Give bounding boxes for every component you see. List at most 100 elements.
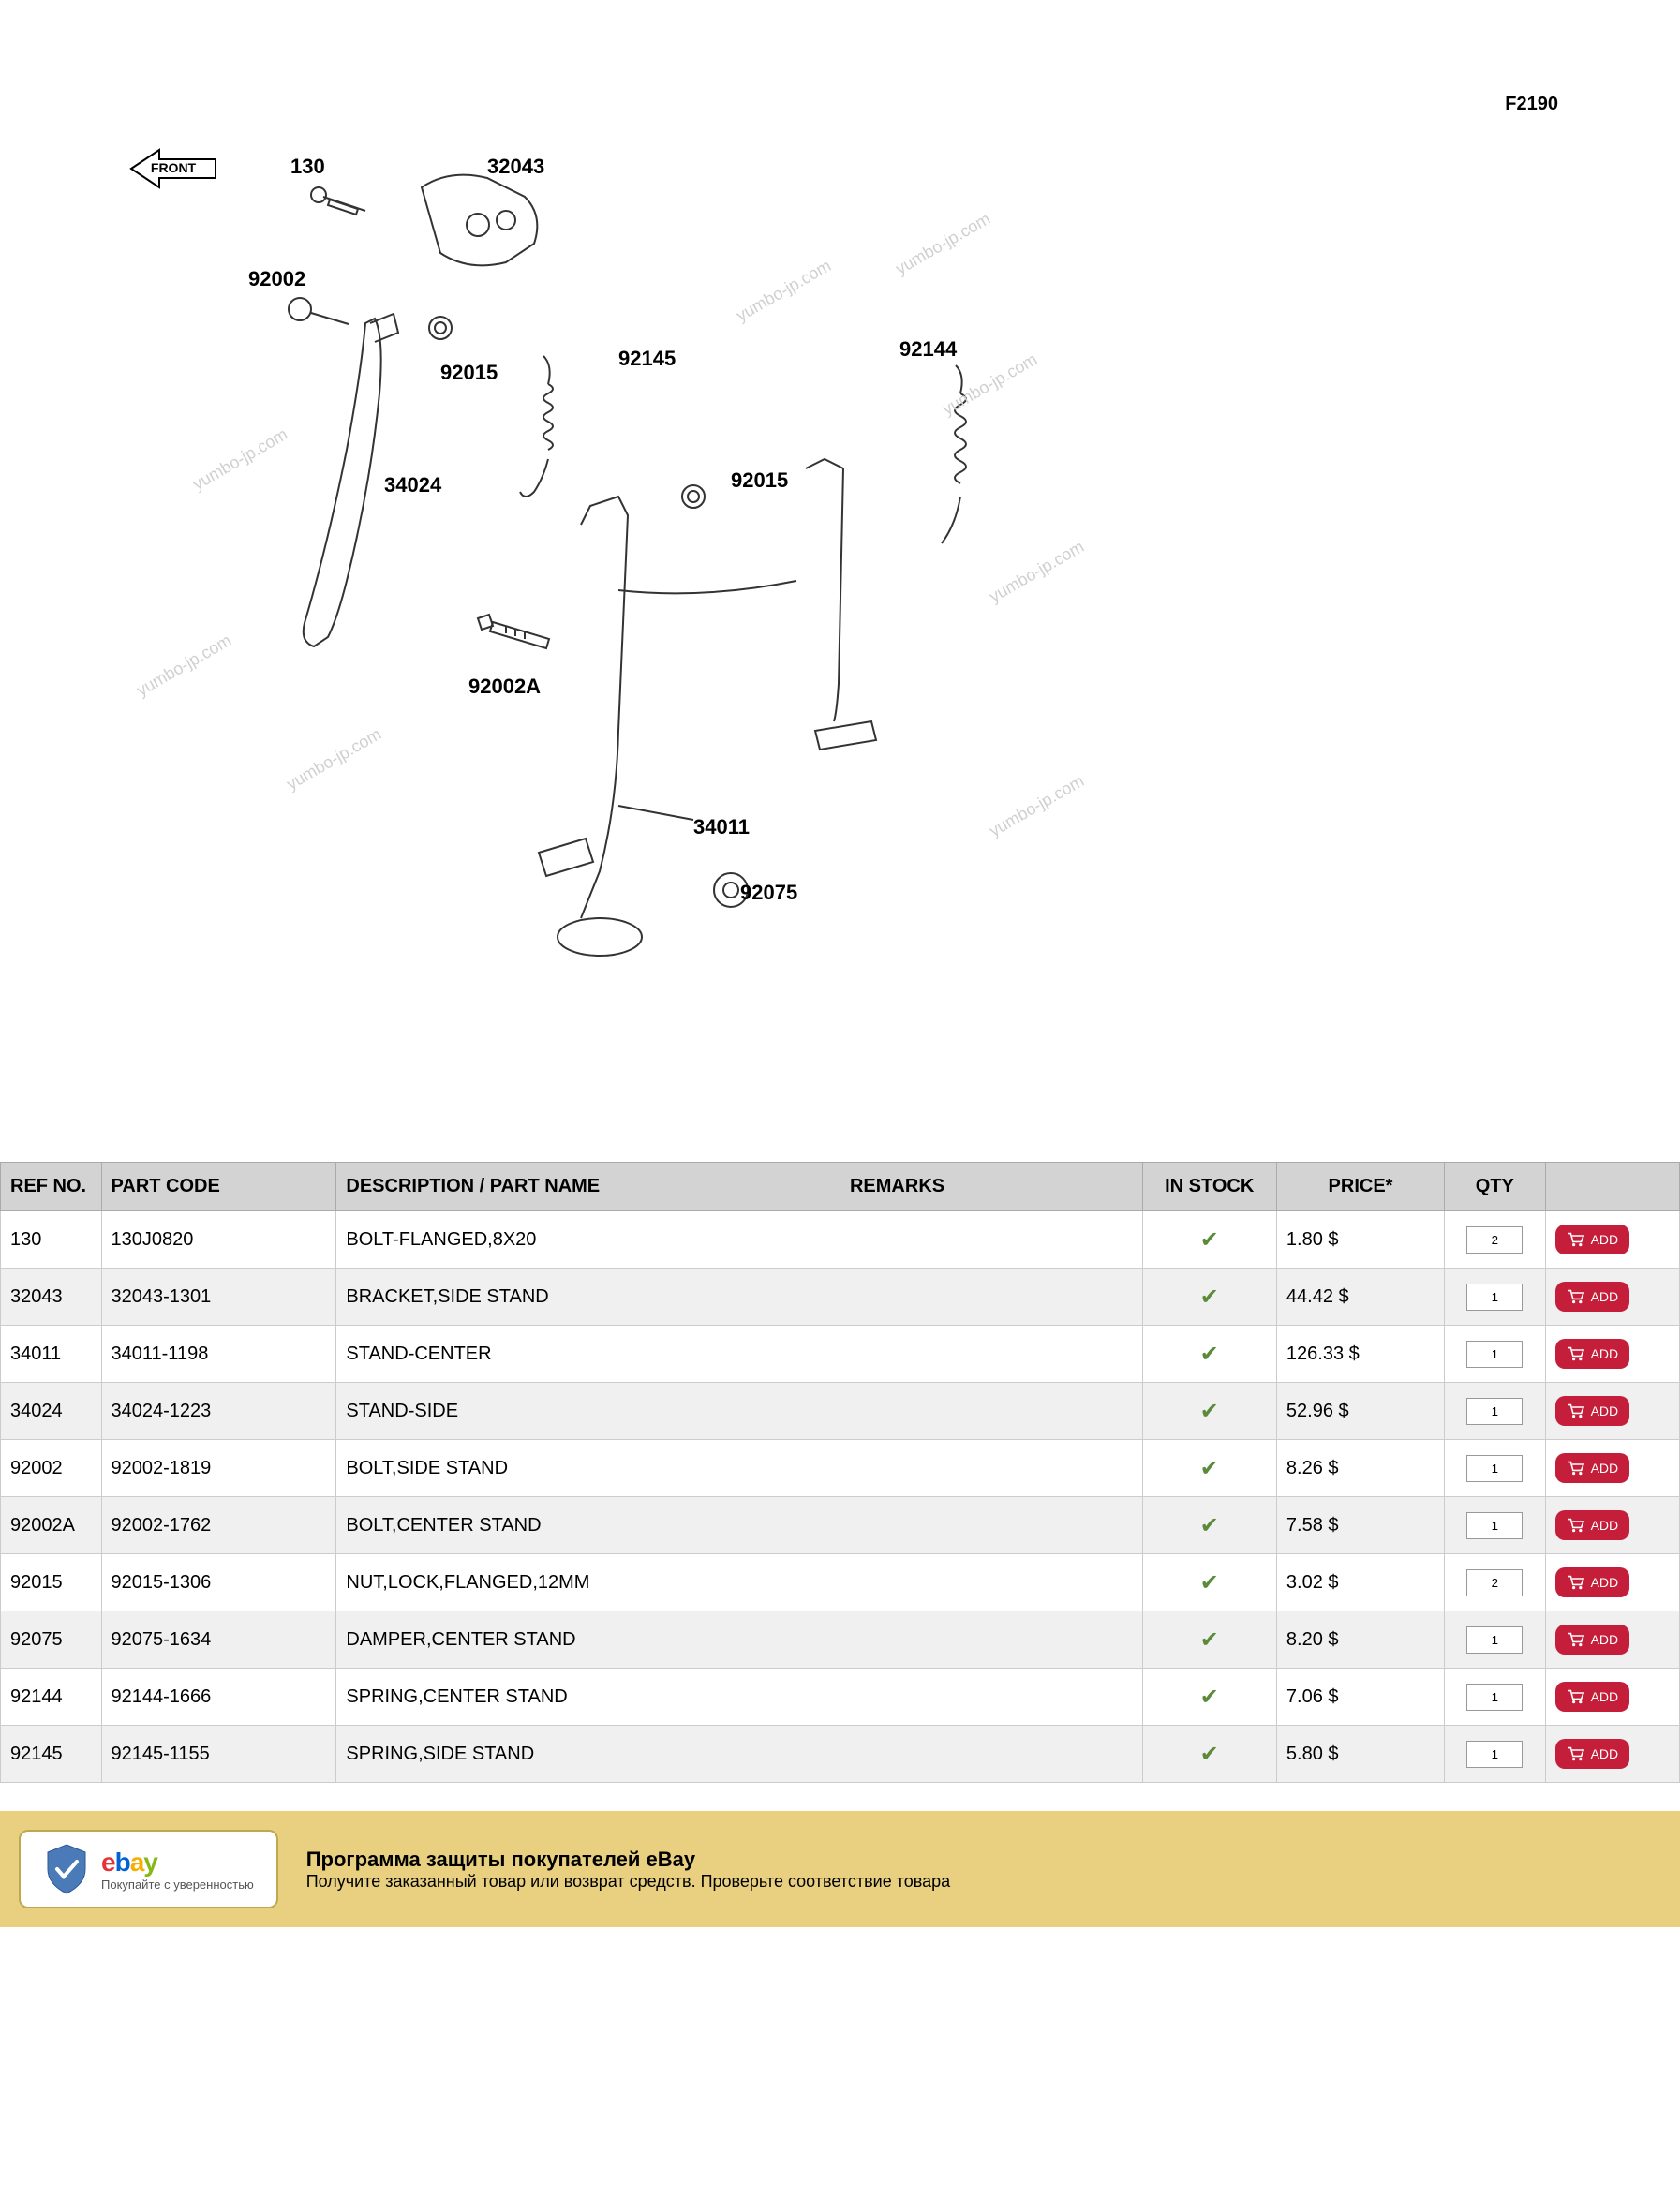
cell-qty (1445, 1611, 1546, 1669)
add-button-label: ADD (1591, 1575, 1619, 1590)
cell-code: 92015-1306 (101, 1554, 336, 1611)
header-instock: IN STOCK (1142, 1163, 1276, 1211)
cell-name: DAMPER,CENTER STAND (336, 1611, 840, 1669)
cell-ref: 130 (1, 1211, 102, 1269)
diagram-code: F2190 (1505, 94, 1558, 115)
cell-code: 92145-1155 (101, 1726, 336, 1783)
add-to-cart-button[interactable]: ADD (1555, 1453, 1630, 1483)
cell-ref: 92144 (1, 1669, 102, 1726)
cell-instock: ✔ (1142, 1211, 1276, 1269)
add-button-label: ADD (1591, 1632, 1619, 1647)
part-label-34011: 34011 (693, 815, 750, 839)
checkmark-icon: ✔ (1200, 1570, 1219, 1596)
cell-ref: 92075 (1, 1611, 102, 1669)
cell-action: ADD (1545, 1440, 1679, 1497)
protection-text-block: Программа защиты покупателей eBay Получи… (306, 1848, 950, 1892)
cell-instock: ✔ (1142, 1383, 1276, 1440)
table-row: 130130J0820BOLT-FLANGED,8X20✔1.80 $ADD (1, 1211, 1680, 1269)
cell-instock: ✔ (1142, 1554, 1276, 1611)
part-label-92002: 92002 (248, 267, 305, 291)
cell-action: ADD (1545, 1554, 1679, 1611)
table-row: 3401134011-1198STAND-CENTER✔126.33 $ADD (1, 1326, 1680, 1383)
add-button-label: ADD (1591, 1518, 1619, 1533)
cell-remarks (840, 1269, 1142, 1326)
cell-qty (1445, 1554, 1546, 1611)
cell-price: 8.20 $ (1276, 1611, 1444, 1669)
cell-remarks (840, 1326, 1142, 1383)
cell-ref: 92002A (1, 1497, 102, 1554)
qty-input[interactable] (1466, 1341, 1523, 1368)
add-to-cart-button[interactable]: ADD (1555, 1282, 1630, 1312)
table-header-row: REF NO. PART CODE DESCRIPTION / PART NAM… (1, 1163, 1680, 1211)
cell-name: NUT,LOCK,FLANGED,12MM (336, 1554, 840, 1611)
cell-name: BOLT,SIDE STAND (336, 1440, 840, 1497)
checkmark-icon: ✔ (1200, 1627, 1219, 1653)
cart-icon (1567, 1346, 1585, 1361)
cell-code: 92075-1634 (101, 1611, 336, 1669)
qty-input[interactable] (1466, 1284, 1523, 1311)
cell-remarks (840, 1383, 1142, 1440)
cell-price: 3.02 $ (1276, 1554, 1444, 1611)
checkmark-icon: ✔ (1200, 1513, 1219, 1538)
cell-ref: 34024 (1, 1383, 102, 1440)
cell-instock: ✔ (1142, 1497, 1276, 1554)
part-label-34024: 34024 (384, 473, 441, 497)
add-to-cart-button[interactable]: ADD (1555, 1625, 1630, 1655)
qty-input[interactable] (1466, 1398, 1523, 1425)
cart-icon (1567, 1232, 1585, 1247)
add-to-cart-button[interactable]: ADD (1555, 1396, 1630, 1426)
cell-instock: ✔ (1142, 1669, 1276, 1726)
cell-action: ADD (1545, 1211, 1679, 1269)
cell-instock: ✔ (1142, 1326, 1276, 1383)
cell-price: 126.33 $ (1276, 1326, 1444, 1383)
cell-code: 32043-1301 (101, 1269, 336, 1326)
qty-input[interactable] (1466, 1741, 1523, 1768)
part-label-130: 130 (290, 155, 325, 179)
part-label-92075: 92075 (740, 881, 797, 905)
cell-code: 92002-1819 (101, 1440, 336, 1497)
cart-icon (1567, 1461, 1585, 1476)
checkmark-icon: ✔ (1200, 1399, 1219, 1424)
header-qty: QTY (1445, 1163, 1546, 1211)
qty-input[interactable] (1466, 1626, 1523, 1654)
add-button-label: ADD (1591, 1346, 1619, 1361)
checkmark-icon: ✔ (1200, 1742, 1219, 1767)
cell-ref: 34011 (1, 1326, 102, 1383)
shield-icon (43, 1843, 90, 1895)
qty-input[interactable] (1466, 1455, 1523, 1482)
cell-qty (1445, 1269, 1546, 1326)
part-label-92002A: 92002A (468, 675, 541, 699)
cell-code: 130J0820 (101, 1211, 336, 1269)
add-to-cart-button[interactable]: ADD (1555, 1510, 1630, 1540)
qty-input[interactable] (1466, 1512, 1523, 1539)
add-to-cart-button[interactable]: ADD (1555, 1682, 1630, 1712)
cart-icon (1567, 1632, 1585, 1647)
add-to-cart-button[interactable]: ADD (1555, 1225, 1630, 1254)
cell-action: ADD (1545, 1326, 1679, 1383)
protection-title: Программа защиты покупателей eBay (306, 1848, 950, 1872)
ebay-protection-badge: ebay Покупайте с уверенностью (19, 1830, 278, 1908)
cell-action: ADD (1545, 1497, 1679, 1554)
qty-input[interactable] (1466, 1569, 1523, 1596)
table-row: 9200292002-1819BOLT,SIDE STAND✔8.26 $ADD (1, 1440, 1680, 1497)
cell-name: BOLT,CENTER STAND (336, 1497, 840, 1554)
add-button-label: ADD (1591, 1232, 1619, 1247)
checkmark-icon: ✔ (1200, 1685, 1219, 1710)
add-to-cart-button[interactable]: ADD (1555, 1339, 1630, 1369)
header-price: PRICE* (1276, 1163, 1444, 1211)
cell-qty (1445, 1211, 1546, 1269)
header-code: PART CODE (101, 1163, 336, 1211)
add-to-cart-button[interactable]: ADD (1555, 1567, 1630, 1597)
checkmark-icon: ✔ (1200, 1227, 1219, 1253)
add-to-cart-button[interactable]: ADD (1555, 1739, 1630, 1769)
qty-input[interactable] (1466, 1684, 1523, 1711)
qty-input[interactable] (1466, 1226, 1523, 1254)
part-label-92015: 92015 (440, 361, 498, 385)
cart-icon (1567, 1403, 1585, 1418)
cell-remarks (840, 1669, 1142, 1726)
add-button-label: ADD (1591, 1403, 1619, 1418)
header-remarks: REMARKS (840, 1163, 1142, 1211)
cell-action: ADD (1545, 1669, 1679, 1726)
checkmark-icon: ✔ (1200, 1284, 1219, 1310)
checkmark-icon: ✔ (1200, 1456, 1219, 1481)
